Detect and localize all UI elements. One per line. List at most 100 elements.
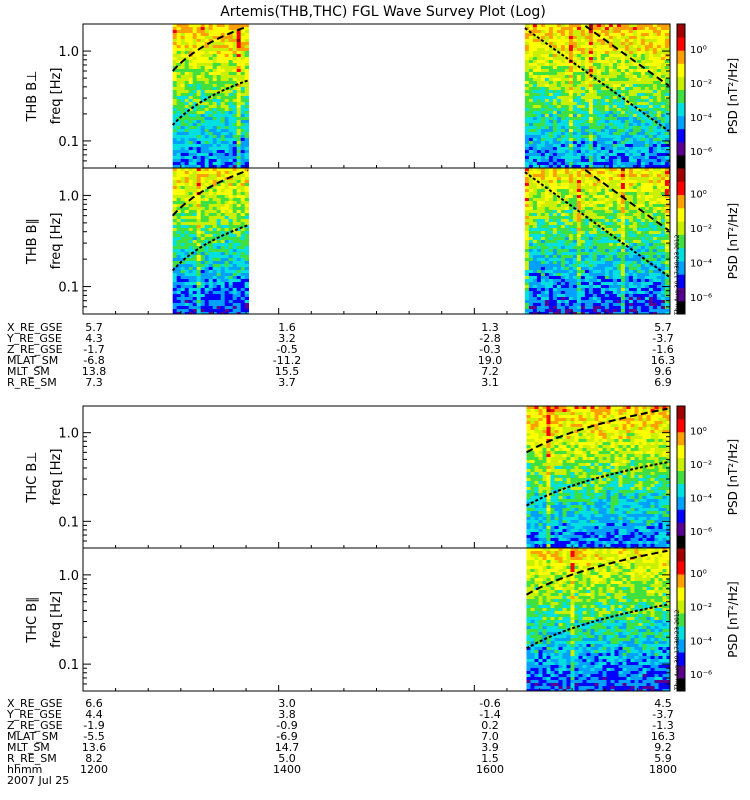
ephem-value: 7.3 xyxy=(85,376,103,389)
colorbar-tick-label: 10⁰ xyxy=(690,427,707,438)
colorbar-tick-label: 10⁻⁴ xyxy=(690,494,712,505)
ephem-value: -6.8 xyxy=(83,354,105,367)
figure-title: Artemis(THB,THC) FGL Wave Survey Plot (L… xyxy=(220,4,546,20)
panel-2: 1.0 0.1 THB B∥ freq [Hz] xyxy=(25,167,671,315)
ephem-value: 15.5 xyxy=(274,365,300,378)
colorbar-tick-label: 10⁻⁶ xyxy=(690,670,712,681)
colorbar-tick-label: 10⁻² xyxy=(690,79,712,90)
ephem-row-label: R_RE_SM xyxy=(7,376,57,389)
harmonic-curve xyxy=(171,79,249,126)
ephem-row-label: MLAT_SM xyxy=(7,730,59,743)
colorbar-tick-label: 10⁻⁴ xyxy=(690,258,712,269)
spectrogram-heatmap xyxy=(171,168,670,314)
ephem-value: 7.2 xyxy=(481,365,499,378)
harmonic-curve xyxy=(526,407,668,454)
colorbar-tick-label: 10⁻⁶ xyxy=(690,527,712,538)
ephem-value: 1800 xyxy=(649,763,677,776)
ephem-value: 1.5 xyxy=(481,752,499,765)
harmonic-curve xyxy=(171,169,249,217)
ephem-value: 14.7 xyxy=(274,741,300,754)
ephem-value: 16.3 xyxy=(650,730,676,743)
ephem-value: 5.7 xyxy=(85,321,103,334)
y-tick-label: 1.0 xyxy=(58,569,79,584)
ephem-value: -6.9 xyxy=(276,730,298,743)
ephem-value: -1.3 xyxy=(652,719,674,732)
ephem-value: 6.6 xyxy=(85,697,103,710)
colorbar-tick-label: 10⁻⁶ xyxy=(690,293,712,304)
colorbar: 10⁰ 10⁻² 10⁻⁴ 10⁻⁶ PSD [nT²/Hz] xyxy=(676,405,740,549)
ephem-value: -0.9 xyxy=(276,719,298,732)
colorbar-tick-label: 10⁻⁶ xyxy=(690,147,712,158)
y-tick-label: 0.1 xyxy=(58,281,79,296)
ephem-value: 3.2 xyxy=(278,332,296,345)
timestamp-label-2: Thu Aug 30 17:38:23 2012 xyxy=(674,609,681,691)
ephem-value: 16.3 xyxy=(650,354,676,367)
ephem-row-label: Z_RE_GSE xyxy=(7,343,63,356)
panel-ylabel: THC B∥ xyxy=(25,596,40,643)
harmonic-curve xyxy=(526,549,668,596)
y-tick-label: 0.1 xyxy=(58,135,79,150)
ephem-value: -0.6 xyxy=(479,697,501,710)
ephem-row-label: Y_RE_GSE xyxy=(7,332,62,345)
freq-axis-label: freq [Hz] xyxy=(49,449,64,506)
ephem-value: 1200 xyxy=(80,763,108,776)
ephem-row-label: MLT_SM xyxy=(7,741,50,754)
y-tick-label: 1.0 xyxy=(58,427,79,442)
y-tick-label: 1.0 xyxy=(58,189,79,204)
ephem-row-label: X_RE_GSE xyxy=(7,321,63,334)
ephem-value: 13.6 xyxy=(81,741,107,754)
ephem-value: -1.7 xyxy=(83,343,105,356)
ephem-value: 13.8 xyxy=(81,365,107,378)
panel-ylabel: THB B⊥ xyxy=(25,70,40,122)
colorbar-tick-label: 10⁻² xyxy=(690,460,712,471)
ephem-value: 3.0 xyxy=(278,697,296,710)
ephem-row-label: MLT_SM xyxy=(7,365,50,378)
spectrogram-panels: 1.0 0.1 THB B⊥ freq [Hz] 1.0 0.1 THB B∥ freq [H… xyxy=(25,23,671,692)
colorbar-label: PSD [nT²/Hz] xyxy=(726,581,740,657)
ephem-value: 1400 xyxy=(273,763,301,776)
ephem-value: 5.9 xyxy=(654,752,672,765)
ephem-value: -2.8 xyxy=(479,332,501,345)
date-label: 2007 Jul 25 xyxy=(7,774,70,787)
colorbar-tick-label: 10⁰ xyxy=(690,45,707,56)
ephem-row-label: MLAT_SM xyxy=(7,354,59,367)
ephem-row-label: R_RE_SM xyxy=(7,752,57,765)
ephem-value: -3.7 xyxy=(652,708,674,721)
colorbar-label: PSD [nT²/Hz] xyxy=(726,439,740,515)
ephem-value: -1.4 xyxy=(479,708,501,721)
spectrogram-heatmap xyxy=(526,406,670,548)
ephem-value: -1.6 xyxy=(652,343,674,356)
ephem-value: 3.9 xyxy=(481,741,499,754)
ephem-value: 4.5 xyxy=(654,697,672,710)
colorbar-tick-label: 10⁻⁴ xyxy=(690,113,712,124)
ephem-value: -1.9 xyxy=(83,719,105,732)
harmonic-curve xyxy=(526,461,668,507)
ephem-value: 5.0 xyxy=(278,752,296,765)
panel-3: 1.0 0.1 THC B⊥ freq [Hz] xyxy=(25,405,671,549)
freq-axis-label: freq [Hz] xyxy=(49,68,64,125)
freq-axis-label: freq [Hz] xyxy=(49,213,64,270)
ephem-value: 1.6 xyxy=(278,321,296,334)
harmonic-curve xyxy=(526,603,668,650)
ephem-value: -5.5 xyxy=(83,730,105,743)
ephem-row-label: Z_RE_GSE xyxy=(7,719,63,732)
colorbar-tick-label: 10⁰ xyxy=(690,569,707,580)
ephem-value: 3.1 xyxy=(481,376,499,389)
colorbar: 10⁰ 10⁻² 10⁻⁴ 10⁻⁶ PSD [nT²/Hz] xyxy=(676,23,740,169)
ephem-value: -0.3 xyxy=(479,343,501,356)
ephem-value: 3.7 xyxy=(278,376,296,389)
panel-1: 1.0 0.1 THB B⊥ freq [Hz] xyxy=(25,23,671,169)
colorbar-tick-label: 10⁻² xyxy=(690,224,712,235)
panel-4: 1.0 0.1 THC B∥ freq [Hz] xyxy=(25,547,671,692)
ephem-value: -3.7 xyxy=(652,332,674,345)
ephem-row-label: hhmm xyxy=(7,763,43,776)
spectrogram-heatmap xyxy=(171,24,670,168)
colorbar-tick-label: 10⁻⁴ xyxy=(690,636,712,647)
ephem-value: 0.2 xyxy=(481,719,499,732)
ephem-value: 9.6 xyxy=(654,365,672,378)
ephem-value: 5.7 xyxy=(654,321,672,334)
ephem-value: 4.3 xyxy=(85,332,103,345)
